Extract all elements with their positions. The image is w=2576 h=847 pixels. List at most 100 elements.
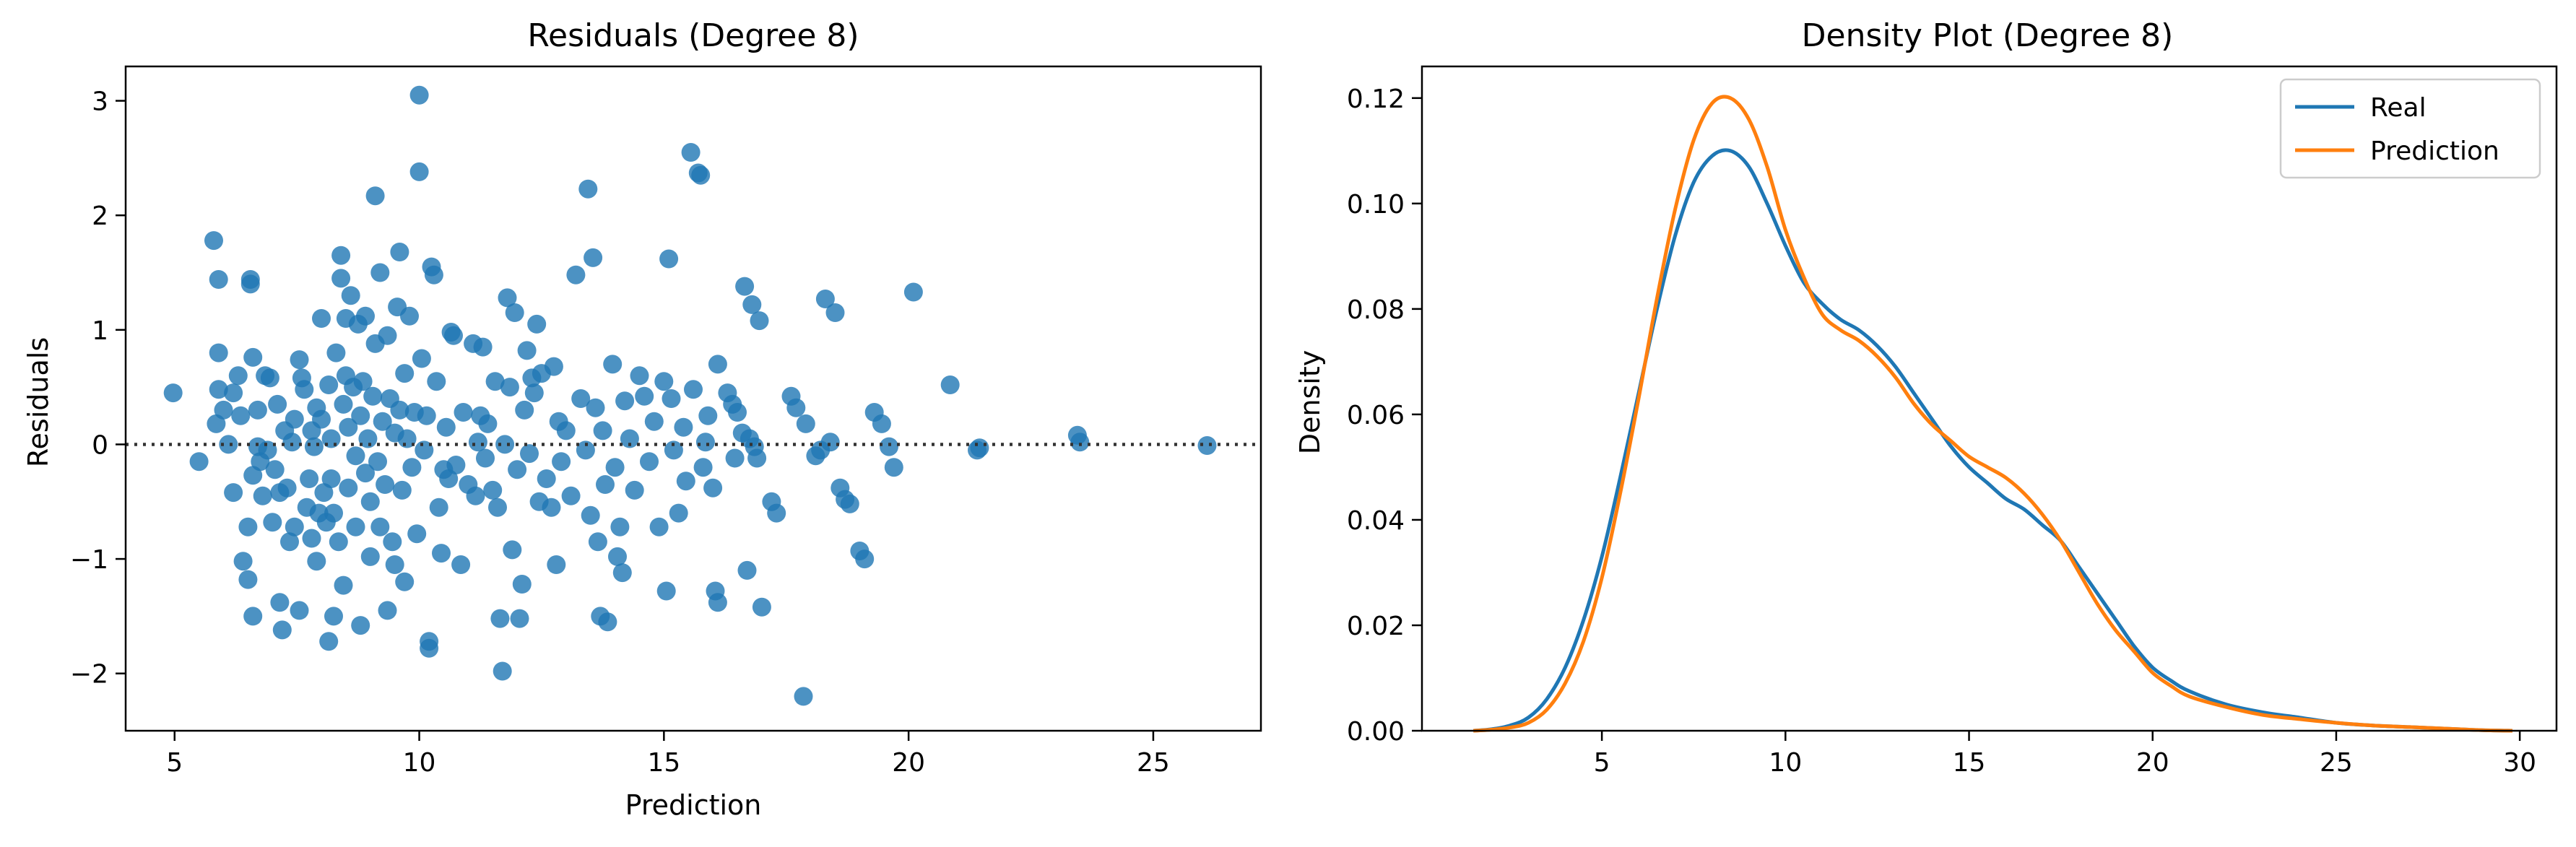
residual-point [903,282,923,302]
residual-point [725,448,745,468]
residual-point [605,458,625,477]
residual-point [363,386,383,406]
residual-point [542,498,561,517]
residual-point [346,517,365,537]
residual-point [243,466,263,485]
residual-point [659,249,679,269]
residual-point [224,383,243,403]
residual-point [390,243,409,261]
residual-point [268,394,287,414]
residual-point [674,417,693,437]
residual-point [640,452,659,472]
density-legend: Real Prediction [2279,78,2541,179]
residual-point [285,517,304,537]
residuals-y-ticks: −2 −1 0 1 2 3 [70,87,126,690]
density-chart-title: Density Plot (Degree 8) [1802,17,2174,54]
residual-point [508,460,527,479]
residual-point [351,616,370,635]
residual-point [290,350,309,370]
residual-point [358,429,378,448]
y-tick-label: 0 [92,430,108,460]
residual-point [417,406,436,425]
residual-point [493,661,512,681]
residual-point [334,394,353,414]
residual-point [248,400,267,420]
residual-point [586,398,605,417]
residual-point [207,414,226,433]
residual-point [644,412,664,431]
residual-point [737,560,757,580]
residual-point [378,326,397,345]
residual-point [840,494,859,513]
residual-point [855,550,875,569]
residual-point [231,406,251,425]
residual-point [649,517,669,537]
residual-point [485,372,505,391]
residual-point [662,389,681,408]
residual-point [684,380,703,399]
y-tick-label: 0.00 [1347,717,1405,747]
residual-point [708,593,727,612]
density-y-ticks: 0.00 0.02 0.04 0.06 0.08 0.10 0.12 [1347,84,1422,747]
residual-point [238,570,258,589]
residual-point [351,406,370,425]
residual-point [307,552,326,571]
residual-point [280,532,299,552]
residual-point [321,469,341,488]
residual-point [378,601,397,620]
residual-point [407,524,427,544]
residual-point [476,448,495,468]
residual-point [233,552,253,571]
residual-point [970,438,989,458]
x-tick-label: 10 [1769,748,1802,778]
x-tick-label: 30 [2503,748,2536,778]
residual-point [520,444,539,464]
residual-point [219,435,238,454]
residual-point [735,277,755,296]
residuals-scatter-points [163,85,1217,706]
residual-point [478,414,498,433]
residual-point [1197,436,1217,455]
residual-point [654,372,674,391]
residual-point [656,581,676,601]
residual-point [495,435,515,454]
residual-point [796,414,815,433]
residual-point [392,480,412,500]
residual-point [383,532,402,552]
residual-point [742,295,762,314]
residual-point [334,575,353,595]
residual-point [584,248,603,267]
residual-point [238,517,258,537]
residual-point [483,480,503,500]
residual-point [750,311,769,331]
y-tick-label: 2 [92,201,108,231]
residual-point [300,469,319,488]
residual-point [326,343,346,362]
residuals-plot-frame [124,65,1262,732]
residual-point [767,503,786,523]
residual-point [825,303,845,322]
residual-point [556,421,576,440]
y-tick-label: 0.08 [1347,295,1405,325]
residual-point [395,572,415,591]
residual-point [312,409,331,429]
residual-point [436,417,456,437]
residual-point [427,372,446,391]
residual-point [370,517,390,537]
residual-point [360,492,380,511]
residual-point [537,469,556,488]
residual-point [515,400,534,420]
residual-point [356,306,375,326]
residual-point [625,480,644,500]
density-line-real [1473,148,2513,733]
residual-point [204,231,223,251]
legend-label-prediction: Prediction [2370,136,2499,166]
residual-point [253,486,272,505]
density-subplot: Density Plot (Degree 8) 5 10 15 20 25 30 0.00… [1294,17,2558,778]
residual-point [402,458,422,477]
residual-point [415,440,434,460]
residual-point [321,429,341,448]
residuals-subplot: Residuals (Degree 8) 5 10 15 20 25 −2−10123 … [22,17,1262,821]
residual-point [547,555,566,574]
